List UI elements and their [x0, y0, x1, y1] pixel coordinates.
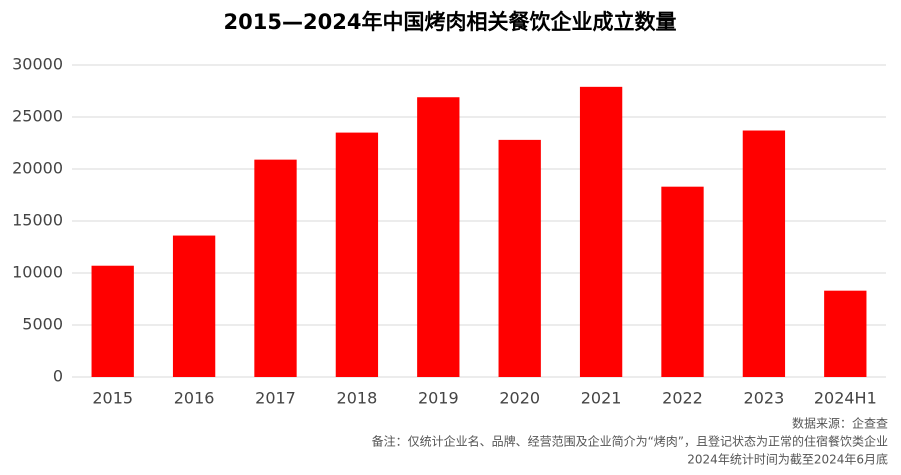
- bar: [335, 132, 379, 377]
- y-tick-label: 0: [53, 367, 63, 386]
- y-tick-label: 30000: [12, 55, 63, 74]
- x-tick-label: 2019: [418, 389, 459, 408]
- bar: [91, 265, 134, 377]
- note: 2024年统计时间为截至2024年6月底: [687, 452, 888, 467]
- bar: [498, 139, 541, 377]
- y-tick-label: 15000: [12, 211, 63, 230]
- bar: [417, 97, 460, 378]
- y-tick-label: 25000: [12, 107, 63, 126]
- x-tick-label: 2023: [744, 389, 785, 408]
- note: 数据来源：企查查: [792, 416, 888, 431]
- chart-title: 2015—2024年中国烤肉相关餐饮企业成立数量: [224, 10, 677, 34]
- bar: [172, 235, 216, 377]
- x-tick-label: 2017: [255, 389, 296, 408]
- bar: [742, 130, 786, 377]
- x-tick-label: 2016: [174, 389, 215, 408]
- bar: [824, 290, 867, 377]
- x-tick-label: 2022: [662, 389, 703, 408]
- y-tick-label: 5000: [22, 315, 63, 334]
- x-tick-label: 2018: [337, 389, 378, 408]
- x-tick-label: 2020: [499, 389, 540, 408]
- y-tick-label: 20000: [12, 159, 63, 178]
- bar: [661, 186, 704, 377]
- x-tick-label: 2024H1: [814, 389, 877, 408]
- y-tick-label: 10000: [12, 263, 63, 282]
- bar: [579, 86, 623, 377]
- x-tick-label: 2015: [92, 389, 133, 408]
- x-tick-label: 2021: [581, 389, 622, 408]
- note: 备注：仅统计企业名、品牌、经营范围及企业简介为“烤肉”，且登记状态为正常的住宿餐…: [372, 434, 888, 449]
- bar: [254, 159, 297, 377]
